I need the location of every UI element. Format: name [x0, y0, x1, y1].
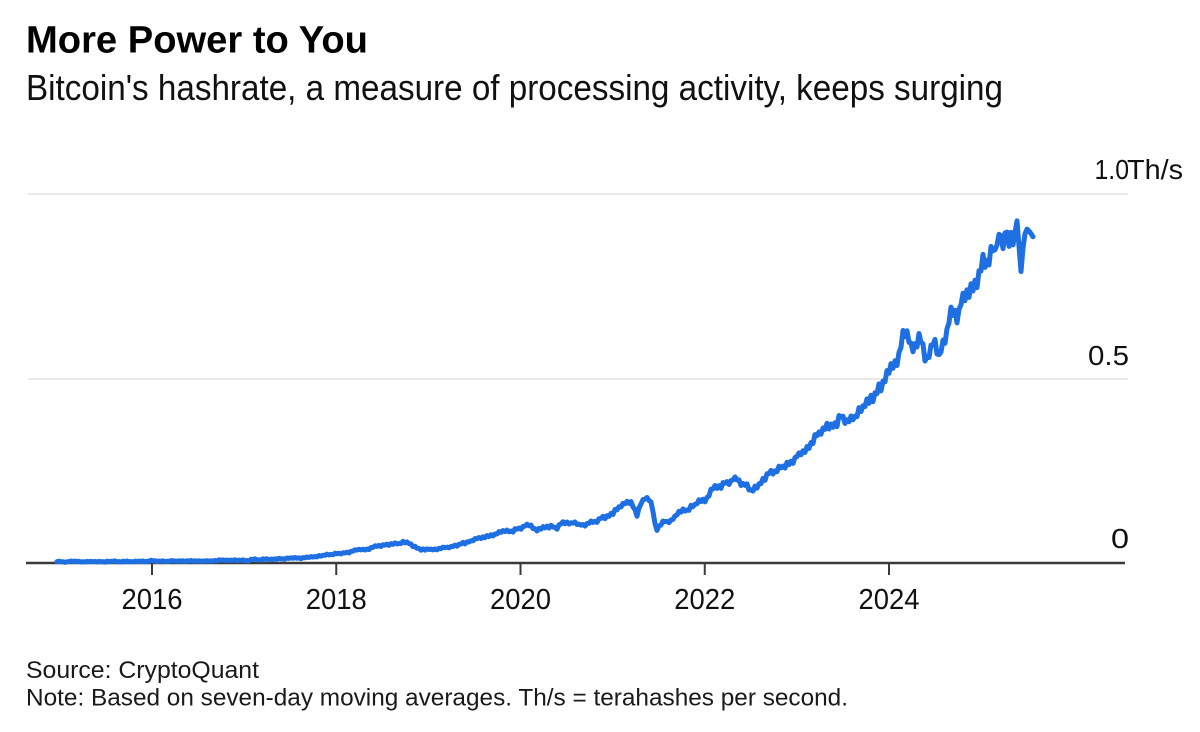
svg-text:1.0: 1.0 — [1095, 154, 1130, 185]
svg-text:0: 0 — [1111, 523, 1129, 554]
svg-text:2016: 2016 — [122, 584, 183, 616]
svg-text:2024: 2024 — [859, 584, 920, 616]
svg-text:0.5: 0.5 — [1088, 340, 1129, 371]
svg-text:2018: 2018 — [306, 584, 367, 616]
svg-text:2022: 2022 — [674, 584, 735, 616]
svg-text:Th/s: Th/s — [1127, 154, 1183, 185]
svg-text:2020: 2020 — [490, 584, 551, 616]
svg-text:More Power to You: More Power to You — [26, 20, 368, 62]
svg-text:Note: Based on seven-day movin: Note: Based on seven-day moving averages… — [26, 685, 848, 712]
svg-text:Source: CryptoQuant: Source: CryptoQuant — [26, 657, 259, 684]
svg-text:Bitcoin's hashrate, a measure: Bitcoin's hashrate, a measure of process… — [26, 67, 1003, 108]
